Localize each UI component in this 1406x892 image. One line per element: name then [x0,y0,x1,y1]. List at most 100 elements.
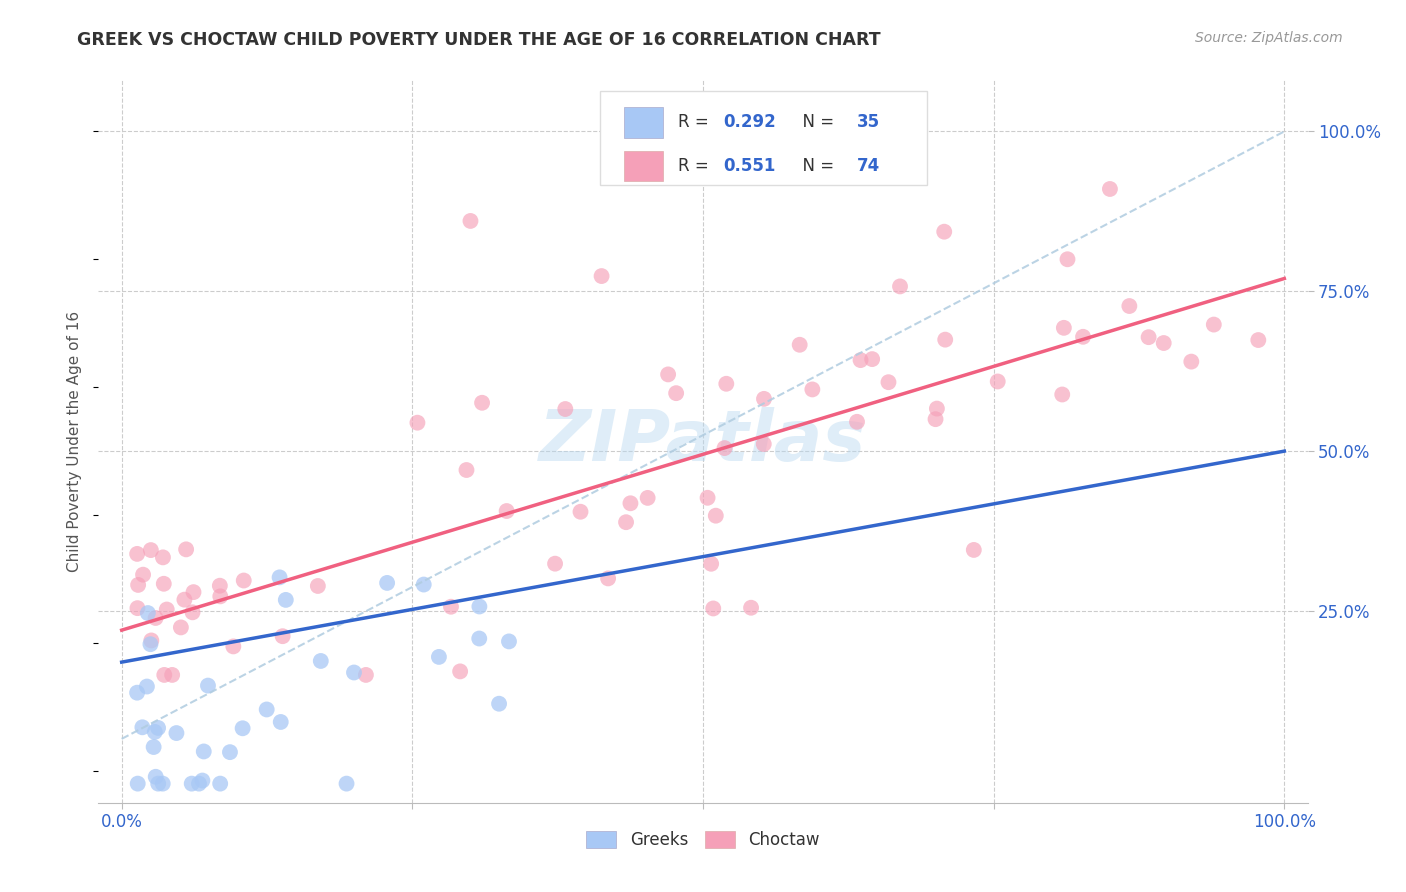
Choctaw [849,353,872,368]
Text: N =: N = [793,113,839,131]
Greeks [274,593,297,607]
Choctaw [495,504,517,518]
Choctaw [1118,299,1140,313]
Text: 35: 35 [856,113,880,131]
Choctaw [860,352,883,367]
Greeks [209,776,232,790]
Choctaw [127,578,149,592]
Greeks [135,680,157,694]
Greeks [136,606,159,620]
Greeks [197,679,219,693]
Choctaw [153,668,176,682]
Choctaw [271,629,294,643]
Choctaw [222,640,245,654]
Greeks [145,770,167,784]
Choctaw [702,601,724,615]
Choctaw [232,574,254,588]
Choctaw [181,605,204,619]
Greeks [412,577,434,591]
Greeks [127,776,149,790]
Choctaw [752,437,775,451]
Choctaw [665,386,688,401]
Choctaw [700,557,723,571]
Greeks [146,721,169,735]
Choctaw [637,491,659,505]
Choctaw [1180,354,1202,368]
Choctaw [449,665,471,679]
Greeks [269,570,291,584]
Greeks [165,726,187,740]
Choctaw [139,543,162,558]
Choctaw [1098,182,1121,196]
Choctaw [987,375,1010,389]
Greeks [143,725,166,739]
Choctaw [160,668,183,682]
FancyBboxPatch shape [624,151,664,181]
Choctaw [132,567,155,582]
Greeks [427,649,450,664]
Choctaw [1202,318,1225,332]
Choctaw [619,496,641,510]
Choctaw [591,268,613,283]
Choctaw [614,515,637,529]
Choctaw [456,463,478,477]
Greeks [468,632,491,646]
Choctaw [1056,252,1078,267]
Choctaw [1247,333,1270,347]
Greeks [191,773,214,788]
Choctaw [1052,387,1074,401]
Choctaw [934,225,956,239]
Choctaw [554,402,576,417]
FancyBboxPatch shape [600,91,927,185]
Choctaw [440,599,463,614]
Greeks [375,575,398,590]
Choctaw [752,392,775,406]
Choctaw [209,590,232,604]
Choctaw [460,214,482,228]
Choctaw [307,579,329,593]
Greeks [180,776,202,790]
Greeks [232,721,254,735]
Choctaw [152,576,174,591]
Choctaw [569,505,592,519]
Choctaw [406,416,429,430]
Choctaw [170,620,193,634]
Choctaw [704,508,727,523]
Choctaw [208,579,231,593]
Greeks [488,697,510,711]
Text: N =: N = [793,157,839,175]
Choctaw [354,668,377,682]
Choctaw [963,543,986,558]
Choctaw [1053,321,1076,335]
Greeks [343,665,366,680]
Choctaw [174,542,197,557]
Choctaw [740,600,762,615]
Choctaw [934,333,956,347]
Choctaw [156,602,179,616]
Choctaw [598,571,620,585]
Choctaw [1153,336,1175,351]
Choctaw [889,279,911,293]
Choctaw [173,592,195,607]
Greeks [131,720,153,734]
Greeks [193,744,215,758]
Choctaw [1137,330,1160,344]
Text: 0.551: 0.551 [724,157,776,175]
Greeks [139,637,162,651]
Choctaw [924,412,946,426]
Choctaw [925,401,948,416]
Choctaw [657,368,679,382]
Text: GREEK VS CHOCTAW CHILD POVERTY UNDER THE AGE OF 16 CORRELATION CHART: GREEK VS CHOCTAW CHILD POVERTY UNDER THE… [77,31,882,49]
Text: ZIPatlas: ZIPatlas [540,407,866,476]
Choctaw [877,375,900,389]
Choctaw [183,585,205,599]
Choctaw [846,415,869,429]
Choctaw [145,611,167,625]
Choctaw [127,601,149,615]
Greeks [127,686,149,700]
Legend: Greeks, Choctaw: Greeks, Choctaw [579,824,827,856]
Greeks [219,745,242,759]
Greeks [270,714,292,729]
Greeks [188,776,211,790]
Text: R =: R = [678,157,714,175]
